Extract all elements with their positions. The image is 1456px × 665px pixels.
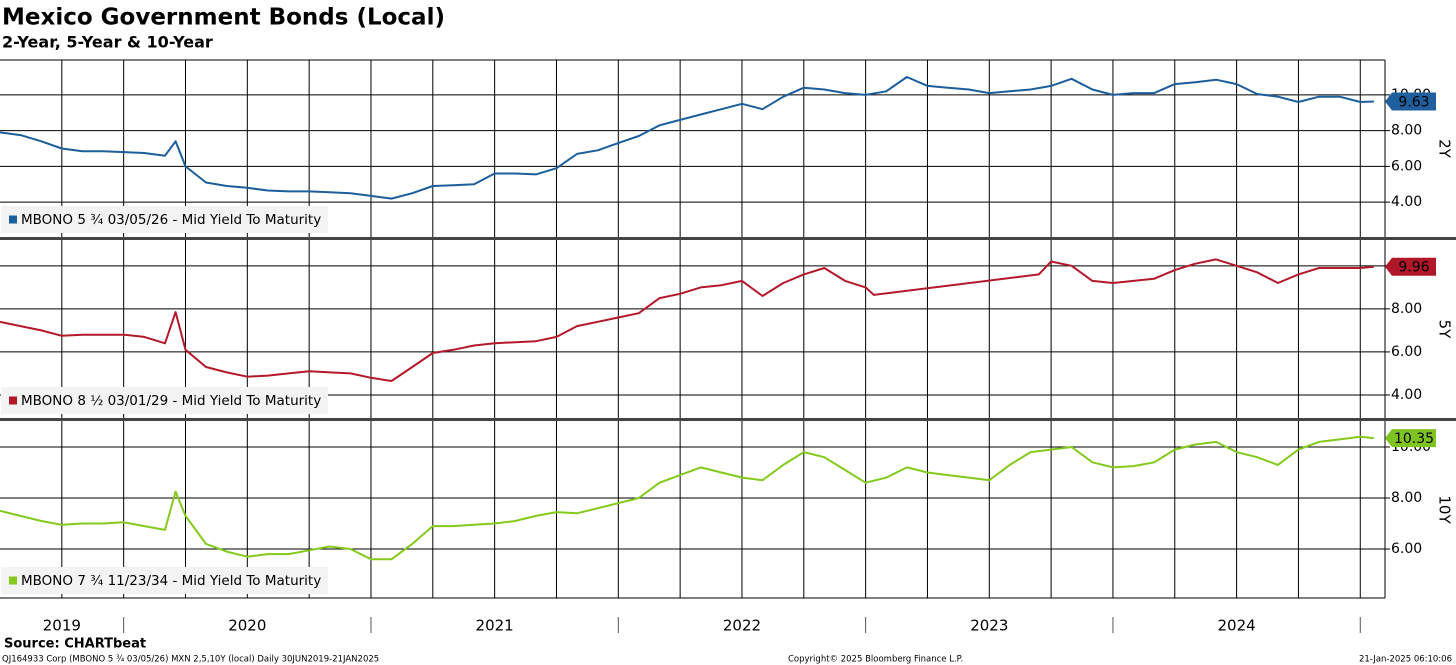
last-value-label: 10.35 xyxy=(1394,431,1434,447)
y-axis-label: 2Y xyxy=(1436,139,1454,159)
x-tick-label: 2024 xyxy=(1218,617,1256,635)
series-line xyxy=(0,76,1374,200)
footer-right: 21-Jan-2025 06:10:06 xyxy=(1359,655,1452,665)
last-value-tag xyxy=(1385,92,1436,111)
x-tick-label: 2023 xyxy=(970,617,1008,635)
y-axis-label: 10Y xyxy=(1436,495,1454,524)
y-axis-label: 5Y xyxy=(1436,320,1454,340)
legend-box xyxy=(1,567,328,594)
legend-swatch xyxy=(9,215,17,224)
legend-label: MBONO 7 ¾ 11/23/34 - Mid Yield To Maturi… xyxy=(21,573,321,589)
series-line xyxy=(0,435,1374,561)
legend-box xyxy=(1,206,328,233)
footer-middle: Copyright© 2025 Bloomberg Finance L.P. xyxy=(788,655,963,665)
y-tick-label: 8.00 xyxy=(1391,123,1422,139)
x-tick-label: 2020 xyxy=(228,617,266,635)
source: Source: CHARTbeat xyxy=(4,637,146,652)
chart-subtitle: 2-Year, 5-Year & 10-Year xyxy=(2,33,213,52)
y-tick-label: 6.00 xyxy=(1391,541,1422,557)
series-line xyxy=(0,258,1374,382)
legend-swatch xyxy=(9,396,17,405)
x-tick-label: 2021 xyxy=(476,617,514,635)
legend-label: MBONO 5 ¾ 03/05/26 - Mid Yield To Maturi… xyxy=(21,212,321,228)
y-tick-label: 6.00 xyxy=(1391,158,1422,174)
y-tick-label: 4.00 xyxy=(1391,387,1422,403)
legend-box xyxy=(1,387,328,414)
last-value-tag xyxy=(1385,429,1436,448)
x-tick-label: 2019 xyxy=(43,617,81,635)
legend-swatch xyxy=(9,576,17,585)
x-tick-label: 2022 xyxy=(723,617,761,635)
y-tick-label: 8.00 xyxy=(1391,490,1422,506)
footer-left: QJ164933 Corp (MBONO 5 ¾ 03/05/26) MXN 2… xyxy=(2,655,379,665)
y-tick-label: 6.00 xyxy=(1391,344,1422,360)
last-value-label: 9.63 xyxy=(1398,94,1429,110)
y-tick-label: 8.00 xyxy=(1391,301,1422,317)
last-value-label: 9.96 xyxy=(1398,260,1429,276)
chart-title: Mexico Government Bonds (Local) xyxy=(2,5,445,31)
y-tick-label: 4.00 xyxy=(1391,194,1422,210)
last-value-tag xyxy=(1385,257,1436,276)
legend-label: MBONO 8 ½ 03/01/29 - Mid Yield To Maturi… xyxy=(21,393,321,409)
